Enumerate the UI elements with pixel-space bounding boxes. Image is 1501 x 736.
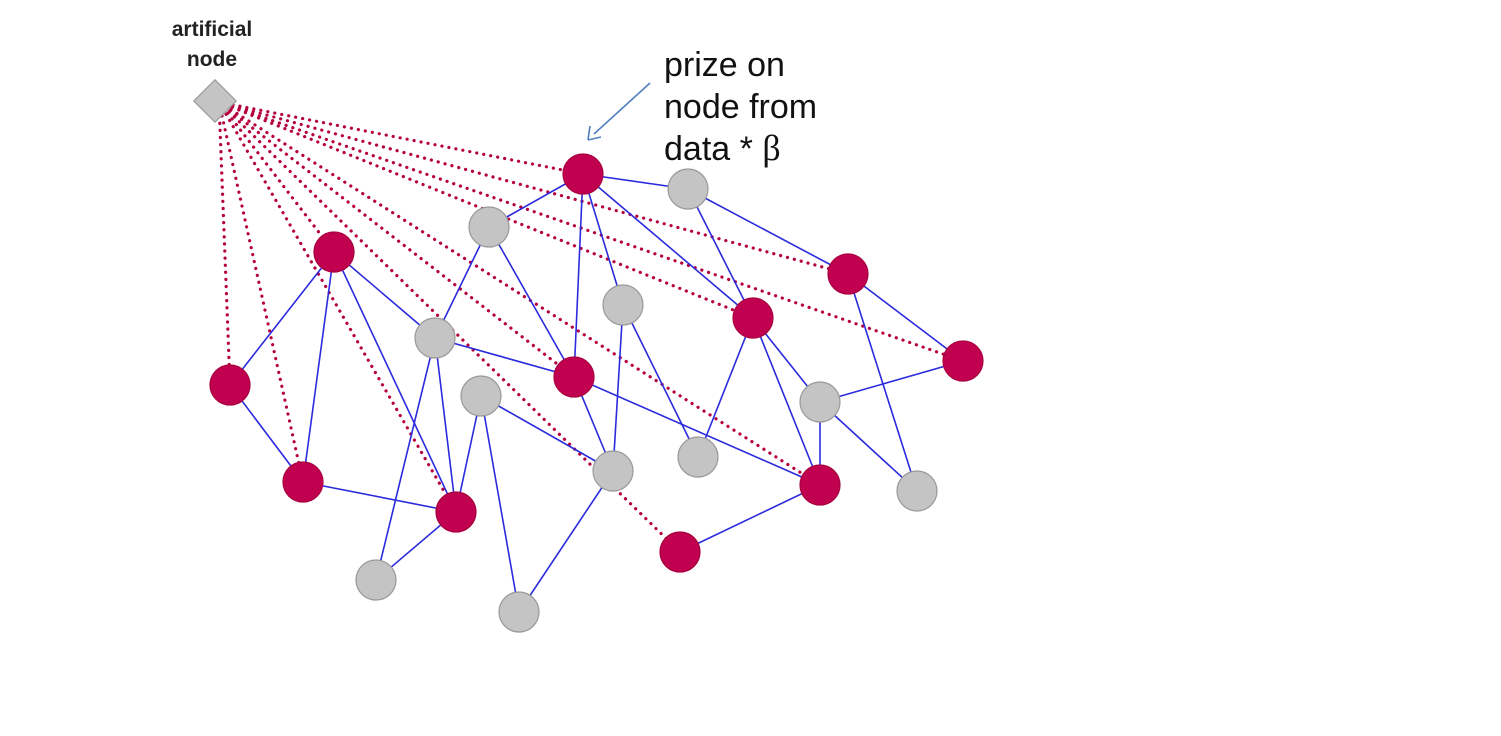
plain-node-n22 bbox=[498, 591, 540, 633]
graph-edge-n6-n19 bbox=[847, 273, 918, 492]
graph-edge-n4-n15 bbox=[302, 251, 335, 483]
prize-edge-n11 bbox=[217, 100, 965, 363]
arrow-head bbox=[587, 125, 602, 141]
plain-node-n16 bbox=[677, 436, 719, 478]
graph-edge-n4-n13 bbox=[229, 251, 335, 386]
artificial-node-diamond bbox=[192, 78, 238, 124]
arrow-shaft bbox=[593, 82, 651, 135]
graph-edge-n7-n17 bbox=[434, 337, 457, 513]
graph-edge-n2-n6 bbox=[687, 188, 849, 275]
graph-edge-n4-n7 bbox=[333, 251, 436, 339]
prize-node-n18 bbox=[799, 464, 841, 506]
prize-node-n4 bbox=[313, 231, 355, 273]
annotation-arrow bbox=[587, 82, 651, 141]
plain-node-n7 bbox=[414, 317, 456, 359]
prize-edge-n6 bbox=[217, 100, 850, 276]
graph-edge-n2-n8 bbox=[687, 188, 754, 319]
graph-nodes bbox=[209, 153, 984, 633]
prize-edge-n15 bbox=[217, 100, 305, 484]
graph-edge-n8-n16 bbox=[697, 317, 754, 458]
graph-edge-n10-n18 bbox=[573, 376, 821, 486]
prize-edge-n10 bbox=[217, 100, 576, 379]
plain-node-n3 bbox=[468, 206, 510, 248]
artificial-node: artificial node bbox=[172, 18, 253, 124]
graph-edge-n9-n22 bbox=[480, 395, 520, 613]
prize-edge-n4 bbox=[217, 100, 336, 254]
graph-edge-n3-n10 bbox=[488, 226, 575, 378]
plain-node-n14 bbox=[592, 450, 634, 492]
graph-edge-n4-n17 bbox=[333, 251, 457, 513]
prize-edge-n17 bbox=[217, 100, 458, 514]
prize-node-n15 bbox=[282, 461, 324, 503]
annotation-text: prize on node from data * β bbox=[664, 46, 817, 168]
plain-node-n2 bbox=[667, 168, 709, 210]
prize-node-n11 bbox=[942, 340, 984, 382]
graph-edge-n1-n5 bbox=[582, 173, 624, 306]
graph-edge-n5-n14 bbox=[612, 304, 624, 472]
prize-node-n17 bbox=[435, 491, 477, 533]
graph-edge-n11-n12 bbox=[819, 360, 964, 403]
graph-edge-n15-n17 bbox=[302, 481, 457, 513]
graph-edge-n6-n11 bbox=[847, 273, 964, 362]
graph-edge-n7-n21 bbox=[375, 337, 436, 581]
prize-edge-n1 bbox=[217, 100, 585, 176]
prize-node-n6 bbox=[827, 253, 869, 295]
beta-symbol: β bbox=[762, 128, 780, 168]
annotation-line3: data * β bbox=[664, 128, 781, 168]
graph-edge-n5-n16 bbox=[622, 304, 699, 458]
prize-node-n13 bbox=[209, 364, 251, 406]
prize-edge-n18 bbox=[217, 100, 822, 487]
graph-edge-n7-n10 bbox=[434, 337, 575, 378]
plain-node-n21 bbox=[355, 559, 397, 601]
prize-node-n8 bbox=[732, 297, 774, 339]
annotation-line1: prize on bbox=[664, 46, 785, 84]
graph-edge-n18-n20 bbox=[679, 484, 821, 553]
plain-node-n12 bbox=[799, 381, 841, 423]
annotation-line2: node from bbox=[664, 88, 817, 126]
prize-edges bbox=[217, 100, 965, 554]
graph-edge-n14-n22 bbox=[518, 470, 614, 613]
prize-node-n20 bbox=[659, 531, 701, 573]
graph-edge-n12-n19 bbox=[819, 401, 918, 492]
annotation-line3-prefix: data * bbox=[664, 130, 762, 168]
prize-edge-n13 bbox=[217, 100, 232, 387]
prize-node-n1 bbox=[562, 153, 604, 195]
graph-edge-n8-n18 bbox=[752, 317, 821, 486]
graph-edge-n1-n10 bbox=[573, 173, 584, 378]
prize-node-n10 bbox=[553, 356, 595, 398]
artificial-node-label-line1: artificial bbox=[172, 18, 253, 41]
graph-edge-n1-n8 bbox=[582, 173, 754, 319]
graph-edge-n9-n14 bbox=[480, 395, 614, 472]
plain-node-n19 bbox=[896, 470, 938, 512]
plain-node-n9 bbox=[460, 375, 502, 417]
prize-edge-n20 bbox=[217, 100, 682, 554]
plain-node-n5 bbox=[602, 284, 644, 326]
artificial-node-label-line2: node bbox=[187, 48, 237, 71]
